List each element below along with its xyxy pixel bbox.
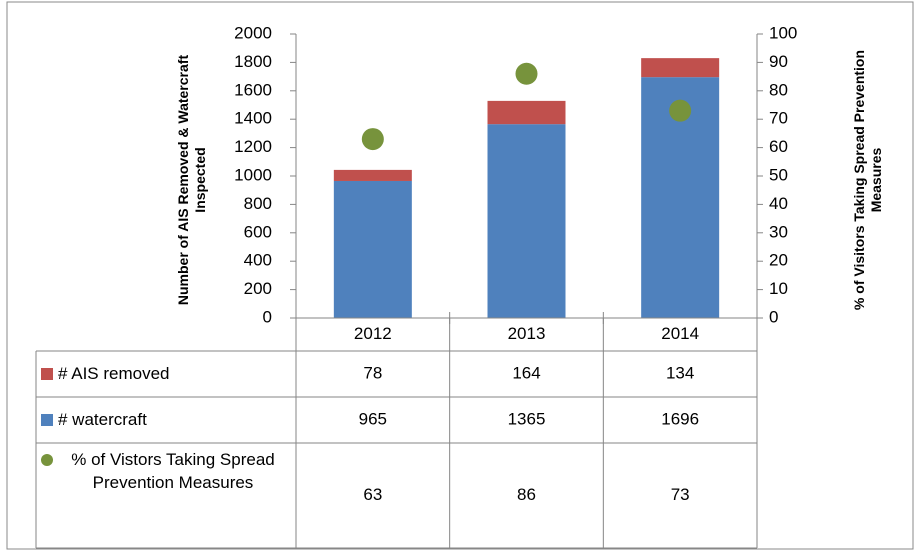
y-tick-label: 0 (263, 307, 272, 326)
bar (333, 180, 412, 318)
table-value: 1365 (508, 409, 546, 428)
table-value: 965 (359, 409, 387, 428)
legend-label: % of Vistors Taking Spread Prevention Me… (71, 450, 275, 492)
y-tick-label: 600 (244, 222, 272, 241)
y-tick-label: 1200 (234, 137, 272, 156)
y2-tick-label: 90 (769, 52, 788, 71)
y2-tick-label: 80 (769, 80, 788, 99)
bar (333, 169, 412, 181)
chart-border (6, 1, 914, 550)
y2-tick-label: 70 (769, 109, 788, 128)
y-axis-title: Number of AIS Removed & Watercraft Inspe… (175, 54, 208, 306)
table-value: 73 (671, 485, 690, 504)
y-tick-label: 1000 (234, 165, 272, 184)
x-tick-label: 2014 (661, 324, 699, 343)
table-value: 134 (666, 363, 694, 382)
y2-tick-label: 30 (769, 222, 788, 241)
y2-tick-label: 100 (769, 23, 797, 42)
y2-tick-label: 20 (769, 251, 788, 270)
y2-tick-label: 0 (769, 307, 778, 326)
y-tick-label: 1400 (234, 109, 272, 128)
y-tick-label: 800 (244, 194, 272, 213)
y2-tick-label: 60 (769, 137, 788, 156)
y-tick-label: 2000 (234, 23, 272, 42)
x-tick-label: 2012 (354, 324, 392, 343)
table-value: 63 (363, 485, 382, 504)
table-value: 86 (517, 485, 536, 504)
legend-label: # watercraft (58, 410, 147, 429)
bar (487, 124, 566, 318)
table-value: 78 (363, 363, 382, 382)
bar (487, 100, 566, 125)
marker (669, 99, 692, 122)
marker (361, 128, 384, 151)
table-value: 1696 (661, 409, 699, 428)
bar (641, 58, 720, 78)
x-tick-label: 2013 (508, 324, 546, 343)
legend-key (41, 454, 53, 466)
y2-tick-label: 50 (769, 165, 788, 184)
marker (515, 62, 538, 85)
y-tick-label: 400 (244, 251, 272, 270)
legend-label: # AIS removed (58, 364, 170, 383)
y2-axis-title: % of Visitors Taking Spread Prevention M… (851, 49, 884, 311)
y-tick-label: 200 (244, 279, 272, 298)
legend-key (41, 368, 53, 380)
y2-tick-label: 40 (769, 194, 788, 213)
table-value: 164 (512, 363, 540, 382)
y-tick-label: 1600 (234, 80, 272, 99)
y-tick-label: 1800 (234, 52, 272, 71)
legend-key (41, 414, 53, 426)
y2-tick-label: 10 (769, 279, 788, 298)
